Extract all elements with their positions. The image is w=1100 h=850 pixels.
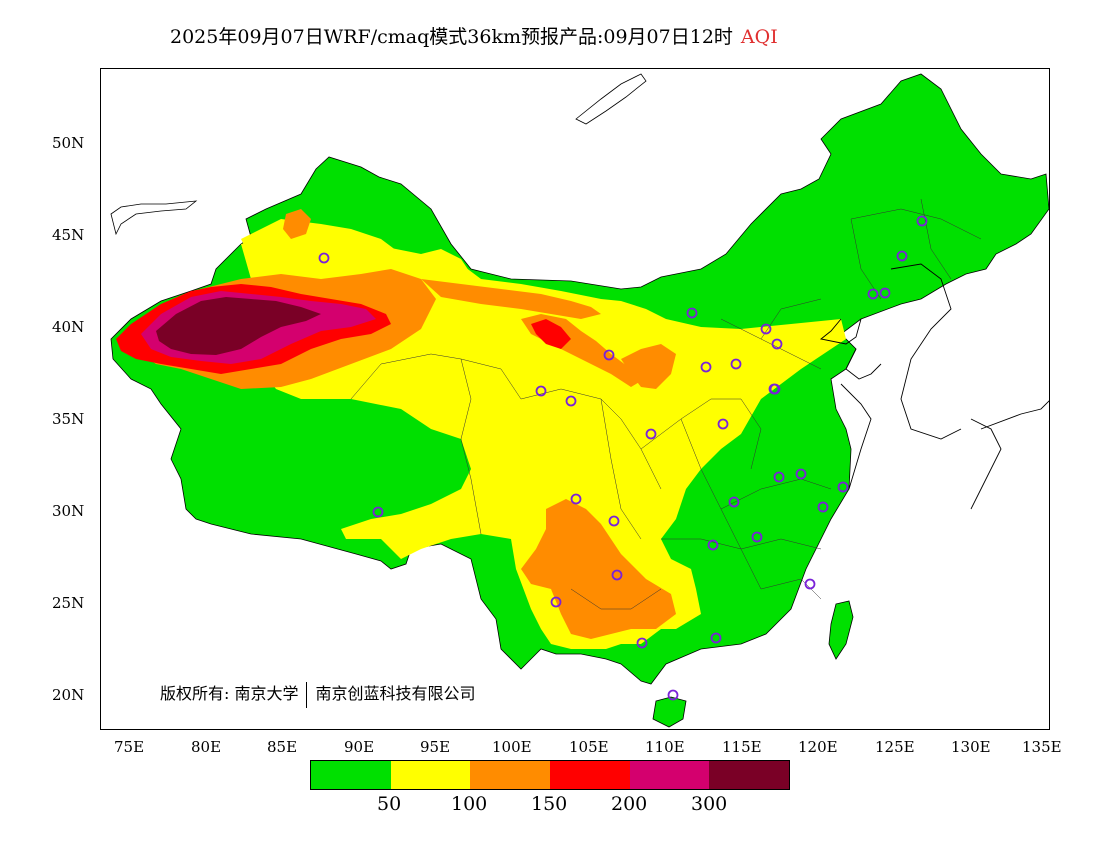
province-boundaries [350, 198, 982, 610]
city-marker-icon [896, 250, 908, 262]
map-title: 2025年09月07日WRF/cmaq模式36km预报产品:09月07日12时 A… [170, 22, 778, 49]
copyright-note: 版权所有: 南京大学 南京创蓝科技有限公司 [160, 680, 476, 708]
colorbar-label: 50 [377, 793, 402, 815]
aqi-colorbar [310, 760, 790, 790]
colorbar-label: 300 [691, 793, 728, 815]
city-marker-icon [730, 358, 742, 370]
colorbar-swatch [470, 761, 551, 789]
city-marker-icon [603, 349, 615, 361]
copyright-owner-1: 版权所有: 南京大学 [160, 684, 299, 703]
city-marker-icon [565, 395, 577, 407]
city-marker-icon [804, 578, 816, 590]
lon-tick-label: 105E [569, 738, 609, 756]
lon-tick-label: 85E [267, 738, 298, 756]
city-marker-icon [751, 531, 763, 543]
city-marker-icon [686, 307, 698, 319]
city-marker-icon [773, 471, 785, 483]
taiwan-island [828, 600, 854, 660]
city-marker-icon [636, 637, 648, 649]
lon-tick-label: 135E [1022, 738, 1062, 756]
map-frame[interactable] [100, 68, 1050, 730]
aqi-maroon-zone [156, 297, 321, 355]
city-marker-icon [728, 496, 740, 508]
lat-tick-label: 50N [52, 134, 85, 152]
aqi-orange-north-strip [421, 279, 601, 319]
lon-tick-label: 80E [191, 738, 222, 756]
copyright-owner-2: 南京创蓝科技有限公司 [315, 684, 476, 703]
city-marker-icon [608, 515, 620, 527]
lon-tick-label: 115E [722, 738, 762, 756]
city-marker-icon [710, 632, 722, 644]
aqi-map[interactable] [101, 69, 1050, 730]
colorbar-swatch [709, 761, 790, 789]
lat-tick-label: 25N [52, 594, 85, 612]
city-marker-icon [318, 252, 330, 264]
aqi-orange-shaanxi [621, 344, 676, 389]
lake-baikal [575, 73, 647, 125]
lon-tick-label: 100E [492, 738, 532, 756]
city-marker-icon [700, 361, 712, 373]
city-marker-icon [667, 689, 679, 701]
city-marker-icon [645, 428, 657, 440]
aqi-orange-small [283, 209, 311, 239]
city-marker-icon [535, 385, 547, 397]
lat-tick-label: 35N [52, 410, 85, 428]
lon-tick-label: 75E [114, 738, 145, 756]
lat-tick-label: 30N [52, 502, 85, 520]
lon-tick-label: 130E [951, 738, 991, 756]
city-marker-icon [771, 338, 783, 350]
city-marker-icon [611, 569, 623, 581]
city-marker-icon [817, 501, 829, 513]
city-marker-icon [769, 383, 781, 395]
city-marker-icon [717, 418, 729, 430]
city-markers [318, 215, 928, 701]
lat-tick-label: 20N [52, 686, 85, 704]
coastline [819, 263, 1049, 510]
colorbar-label: 150 [531, 793, 568, 815]
city-marker-icon [837, 481, 849, 493]
city-marker-icon [550, 596, 562, 608]
lat-tick-label: 40N [52, 318, 85, 336]
city-marker-icon [916, 215, 928, 227]
city-marker-icon [570, 493, 582, 505]
city-marker-icon [867, 288, 879, 300]
colorbar-swatch [629, 761, 710, 789]
city-marker-icon [760, 323, 772, 335]
city-marker-icon [372, 506, 384, 518]
city-marker-icon [707, 539, 719, 551]
colorbar-label: 100 [451, 793, 488, 815]
copyright-divider [306, 681, 308, 708]
hainan-island [652, 696, 687, 728]
aqi-red-gansu [531, 319, 571, 349]
lon-tick-label: 95E [420, 738, 451, 756]
colorbar-swatch [311, 761, 391, 789]
lon-tick-label: 120E [798, 738, 838, 756]
map-title-pollutant: AQI [740, 26, 778, 48]
lon-tick-label: 125E [875, 738, 915, 756]
lon-tick-label: 90E [344, 738, 375, 756]
lake-outline [110, 200, 198, 236]
map-title-main: 2025年09月07日WRF/cmaq模式36km预报产品:09月07日12时 [170, 26, 733, 48]
city-marker-icon [879, 287, 891, 299]
colorbar-swatch [390, 761, 471, 789]
lat-tick-label: 45N [52, 226, 85, 244]
colorbar-label: 200 [611, 793, 648, 815]
colorbar-swatch [550, 761, 630, 789]
lon-tick-label: 110E [645, 738, 685, 756]
city-marker-icon [795, 468, 807, 480]
